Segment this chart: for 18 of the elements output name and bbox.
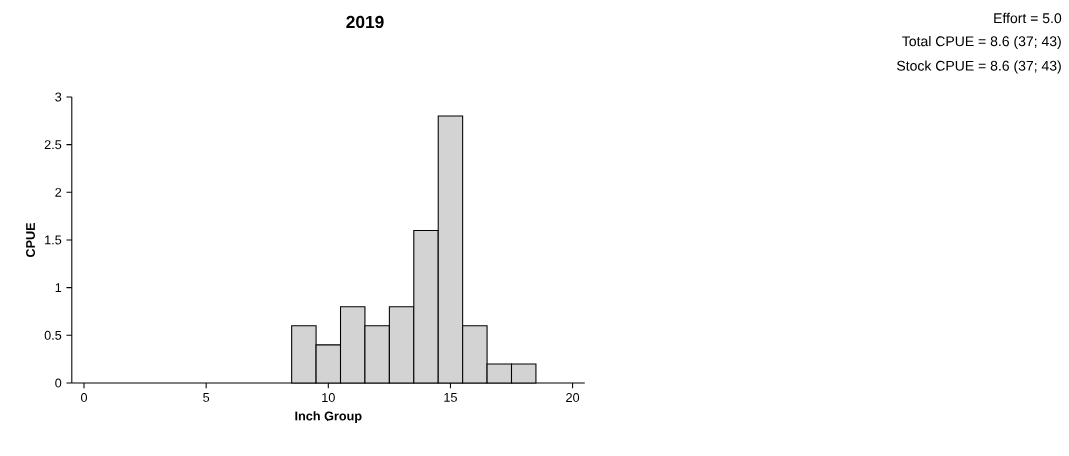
x-tick-label: 5 [203,393,210,402]
y-tick-label: 0.5 [44,330,62,340]
text: Effort = 5.0 [994,12,1062,24]
text: Stock CPUE = 8.6 (37; 43) [897,60,1061,74]
x-tick-label: 20 [566,393,580,402]
y-tick-label: 0 [55,378,62,388]
y-tick-label: 3 [55,92,62,102]
y-axis-title: CPUE [26,222,35,258]
x-tick-label: 0 [81,393,88,402]
x-axis-title: Inch Group [295,411,362,423]
text: Total CPUE = 8.6 (37; 43) [902,35,1061,50]
y-tick-label: 1 [55,283,62,293]
x-tick-label: 15 [444,393,457,402]
x-tick-label: 10 [322,393,335,402]
y-tick-label: 2.5 [44,140,62,150]
chart-title: 2019 [346,15,384,29]
y-tick-label: 1.5 [45,235,62,245]
y-tick-label: 2 [55,187,62,197]
